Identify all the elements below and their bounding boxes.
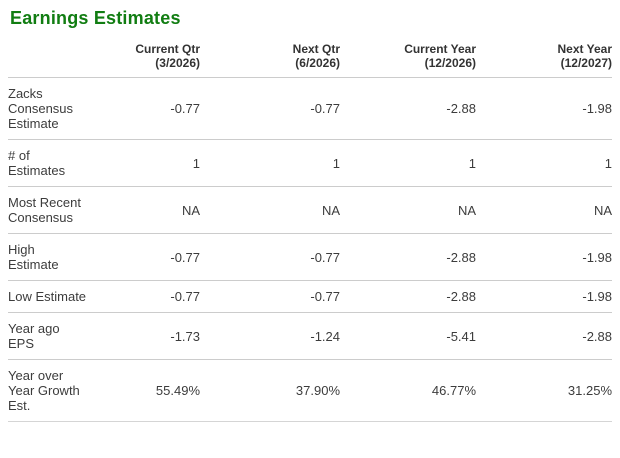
table-row: Zacks Consensus Estimate -0.77 -0.77 -2.… bbox=[8, 77, 612, 140]
cell-value: -1.73 bbox=[88, 312, 200, 360]
cell-value: 1 bbox=[476, 139, 612, 187]
row-label: # of Estimates bbox=[8, 139, 88, 187]
row-label: Zacks Consensus Estimate bbox=[8, 77, 88, 140]
cell-value: NA bbox=[476, 186, 612, 234]
cell-value: -0.77 bbox=[88, 233, 200, 281]
cell-value: 55.49% bbox=[88, 359, 200, 422]
table-row: Low Estimate -0.77 -0.77 -2.88 -1.98 bbox=[8, 280, 612, 313]
cell-value: NA bbox=[88, 186, 200, 234]
cell-value: -5.41 bbox=[340, 312, 476, 360]
table-row: Most Recent Consensus NA NA NA NA bbox=[8, 186, 612, 234]
cell-value: -1.24 bbox=[200, 312, 340, 360]
page-title: Earnings Estimates bbox=[10, 8, 181, 28]
row-label: Year ago EPS bbox=[8, 312, 88, 360]
cell-value: -2.88 bbox=[340, 233, 476, 281]
column-date: (6/2026) bbox=[295, 56, 340, 70]
column-period: Current Year bbox=[404, 42, 476, 56]
column-header-next-year: Next Year (12/2027) bbox=[476, 42, 613, 78]
column-date: (12/2026) bbox=[424, 56, 476, 70]
earnings-estimates-table: Current Qtr (3/2026) Next Qtr (6/2026) C… bbox=[8, 42, 612, 422]
table-row: High Estimate -0.77 -0.77 -2.88 -1.98 bbox=[8, 233, 612, 281]
table-row: Year ago EPS -1.73 -1.24 -5.41 -2.88 bbox=[8, 312, 612, 360]
cell-value: NA bbox=[200, 186, 340, 234]
header-empty-cell bbox=[8, 42, 88, 78]
cell-value: 1 bbox=[200, 139, 340, 187]
row-label: High Estimate bbox=[8, 233, 88, 281]
cell-value: -0.77 bbox=[200, 77, 340, 140]
cell-value: 46.77% bbox=[340, 359, 476, 422]
cell-value: 1 bbox=[340, 139, 476, 187]
cell-value: -2.88 bbox=[340, 77, 476, 140]
table-row: # of Estimates 1 1 1 1 bbox=[8, 139, 612, 187]
column-period: Current Qtr bbox=[135, 42, 200, 56]
table-row: Year over Year Growth Est. 55.49% 37.90%… bbox=[8, 359, 612, 422]
cell-value: -0.77 bbox=[88, 77, 200, 140]
row-label: Low Estimate bbox=[8, 280, 88, 313]
cell-value: 31.25% bbox=[476, 359, 612, 422]
cell-value: -1.98 bbox=[476, 233, 612, 281]
column-header-current-qtr: Current Qtr (3/2026) bbox=[88, 42, 200, 78]
column-header-current-year: Current Year (12/2026) bbox=[340, 42, 476, 78]
cell-value: 37.90% bbox=[200, 359, 340, 422]
column-date: (12/2027) bbox=[560, 56, 612, 70]
table-header-row: Current Qtr (3/2026) Next Qtr (6/2026) C… bbox=[8, 42, 612, 78]
cell-value: -0.77 bbox=[200, 280, 340, 313]
column-header-next-qtr: Next Qtr (6/2026) bbox=[200, 42, 340, 78]
column-date: (3/2026) bbox=[155, 56, 200, 70]
cell-value: -2.88 bbox=[340, 280, 476, 313]
row-label: Most Recent Consensus bbox=[8, 186, 88, 234]
cell-value: -2.88 bbox=[476, 312, 612, 360]
cell-value: -1.98 bbox=[476, 77, 612, 140]
column-period: Next Year bbox=[557, 42, 613, 56]
row-label: Year over Year Growth Est. bbox=[8, 359, 88, 422]
cell-value: -1.98 bbox=[476, 280, 612, 313]
cell-value: -0.77 bbox=[88, 280, 200, 313]
cell-value: 1 bbox=[88, 139, 200, 187]
column-period: Next Qtr bbox=[292, 42, 340, 56]
cell-value: -0.77 bbox=[200, 233, 340, 281]
cell-value: NA bbox=[340, 186, 476, 234]
